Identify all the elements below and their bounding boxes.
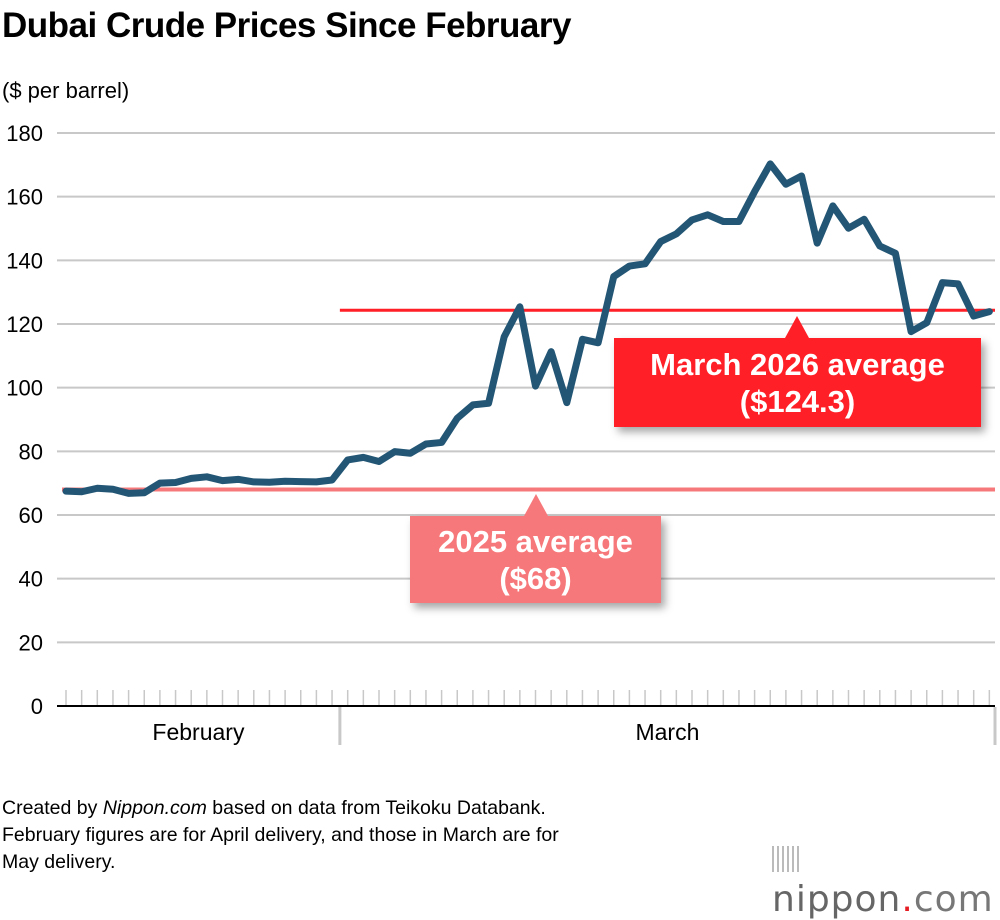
callout-pointer — [785, 316, 809, 338]
y-tick-label: 180 — [6, 121, 43, 146]
y-tick-label: 60 — [19, 503, 43, 528]
source-prefix: Created by — [2, 797, 103, 819]
y-tick-label: 120 — [6, 312, 43, 337]
nippon-logo: nippon.com — [772, 838, 1000, 920]
march-average-callout: March 2026 average ($124.3) — [614, 338, 981, 427]
month-label: March — [635, 719, 699, 745]
sound-bars-icon — [772, 846, 800, 872]
y-tick-label: 0 — [31, 694, 43, 719]
line-chart: 0 20 40 60 80 100 120 140 160 180 February March — [0, 0, 1000, 882]
y-tick-label: 140 — [6, 248, 43, 273]
callout-label: March 2026 average — [614, 346, 981, 383]
callout-value: ($68) — [410, 560, 661, 597]
logo-text: nippon — [772, 879, 901, 920]
y-tick-label: 40 — [19, 567, 43, 592]
2025-average-callout: 2025 average ($68) — [410, 516, 661, 603]
delivery-note: February figures are for April delivery,… — [2, 822, 559, 849]
price-series-line — [66, 164, 989, 493]
y-tick-label: 100 — [6, 376, 43, 401]
month-label: February — [152, 719, 245, 745]
source-rest: based on data from Teikoku Databank. — [207, 797, 546, 819]
source-note: Created by Nippon.com based on data from… — [2, 795, 559, 876]
delivery-note-cont: May delivery. — [2, 849, 559, 876]
logo-suffix: com — [914, 879, 994, 920]
callout-value: ($124.3) — [614, 383, 981, 420]
source-name: Nippon.com — [103, 797, 207, 819]
logo-dot: . — [901, 879, 913, 920]
y-tick-label: 20 — [19, 630, 43, 655]
y-tick-label: 160 — [6, 185, 43, 210]
callout-pointer — [524, 494, 548, 516]
y-tick-label: 80 — [19, 439, 43, 464]
callout-label: 2025 average — [410, 523, 661, 560]
